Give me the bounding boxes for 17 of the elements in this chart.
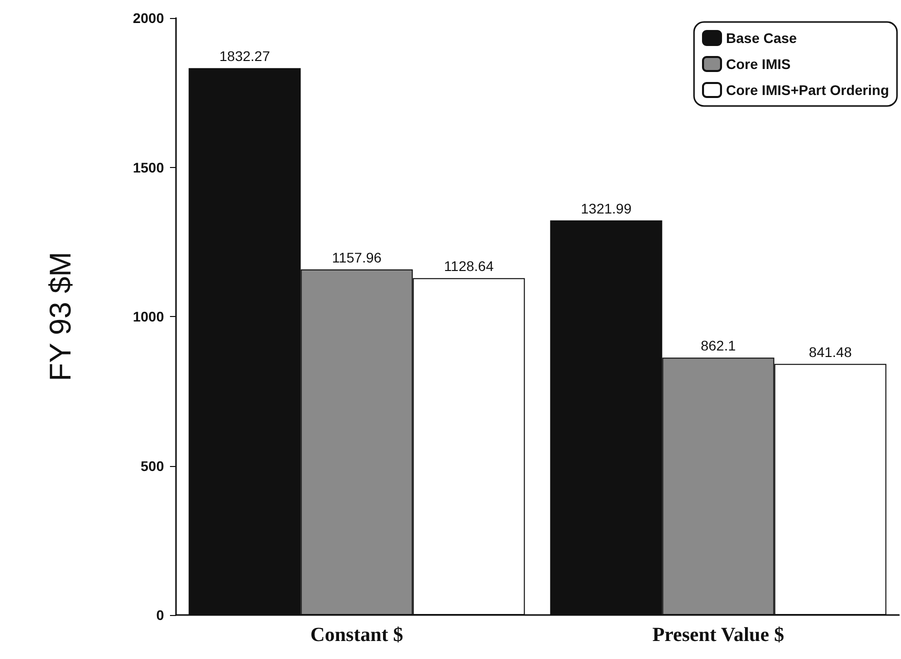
data-label: 841.48 <box>808 344 852 360</box>
y-axis-title: FY 93 $M <box>44 252 78 382</box>
x-tick-label: Present Value $ <box>652 624 784 646</box>
data-label: 1832.27 <box>219 48 270 64</box>
y-tick-label: 1500 <box>132 159 164 176</box>
y-tick-label: 1000 <box>132 308 164 324</box>
data-label: 1321.99 <box>580 200 632 216</box>
legend-label: Base Case <box>726 30 798 46</box>
y-tick-label: 500 <box>140 458 164 474</box>
data-label: 1157.96 <box>332 249 382 266</box>
legend-label: Core IMIS+Part Ordering <box>726 82 889 98</box>
legend-label: Core IMIS <box>726 56 791 72</box>
y-tick-label: 0 <box>156 607 164 623</box>
y-tick-label: 2000 <box>132 10 164 26</box>
data-label: 862.1 <box>700 338 736 354</box>
data-label: 1128.64 <box>444 258 494 274</box>
x-tick-label: Constant $ <box>310 624 404 646</box>
